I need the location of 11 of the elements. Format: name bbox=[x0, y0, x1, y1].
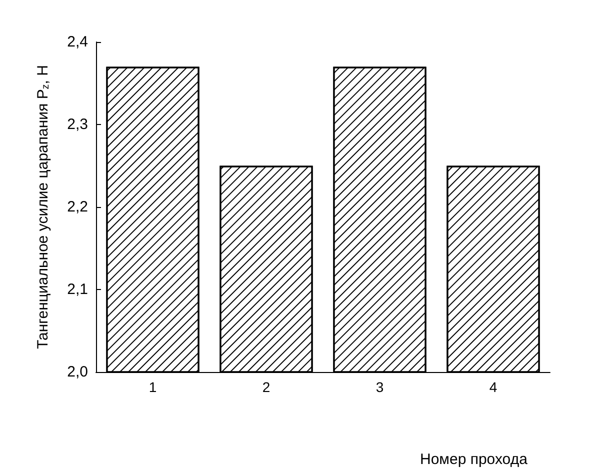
x-tick-label: 3 bbox=[376, 379, 384, 395]
x-tick-label: 2 bbox=[262, 379, 270, 395]
y-axis-title: Тангенциальное усилие царапания Pz, Н bbox=[34, 65, 52, 349]
y-tick-label: 2,4 bbox=[67, 34, 88, 50]
y-tick-label: 2,3 bbox=[67, 116, 88, 133]
x-tick-label: 4 bbox=[489, 379, 498, 395]
y-tick-label: 2,0 bbox=[67, 364, 88, 380]
x-axis-title: Номер прохода bbox=[420, 451, 528, 468]
y-tick-label: 2,1 bbox=[67, 281, 88, 298]
y-tick-label: 2,2 bbox=[67, 198, 88, 216]
x-tick-label: 1 bbox=[148, 379, 157, 395]
